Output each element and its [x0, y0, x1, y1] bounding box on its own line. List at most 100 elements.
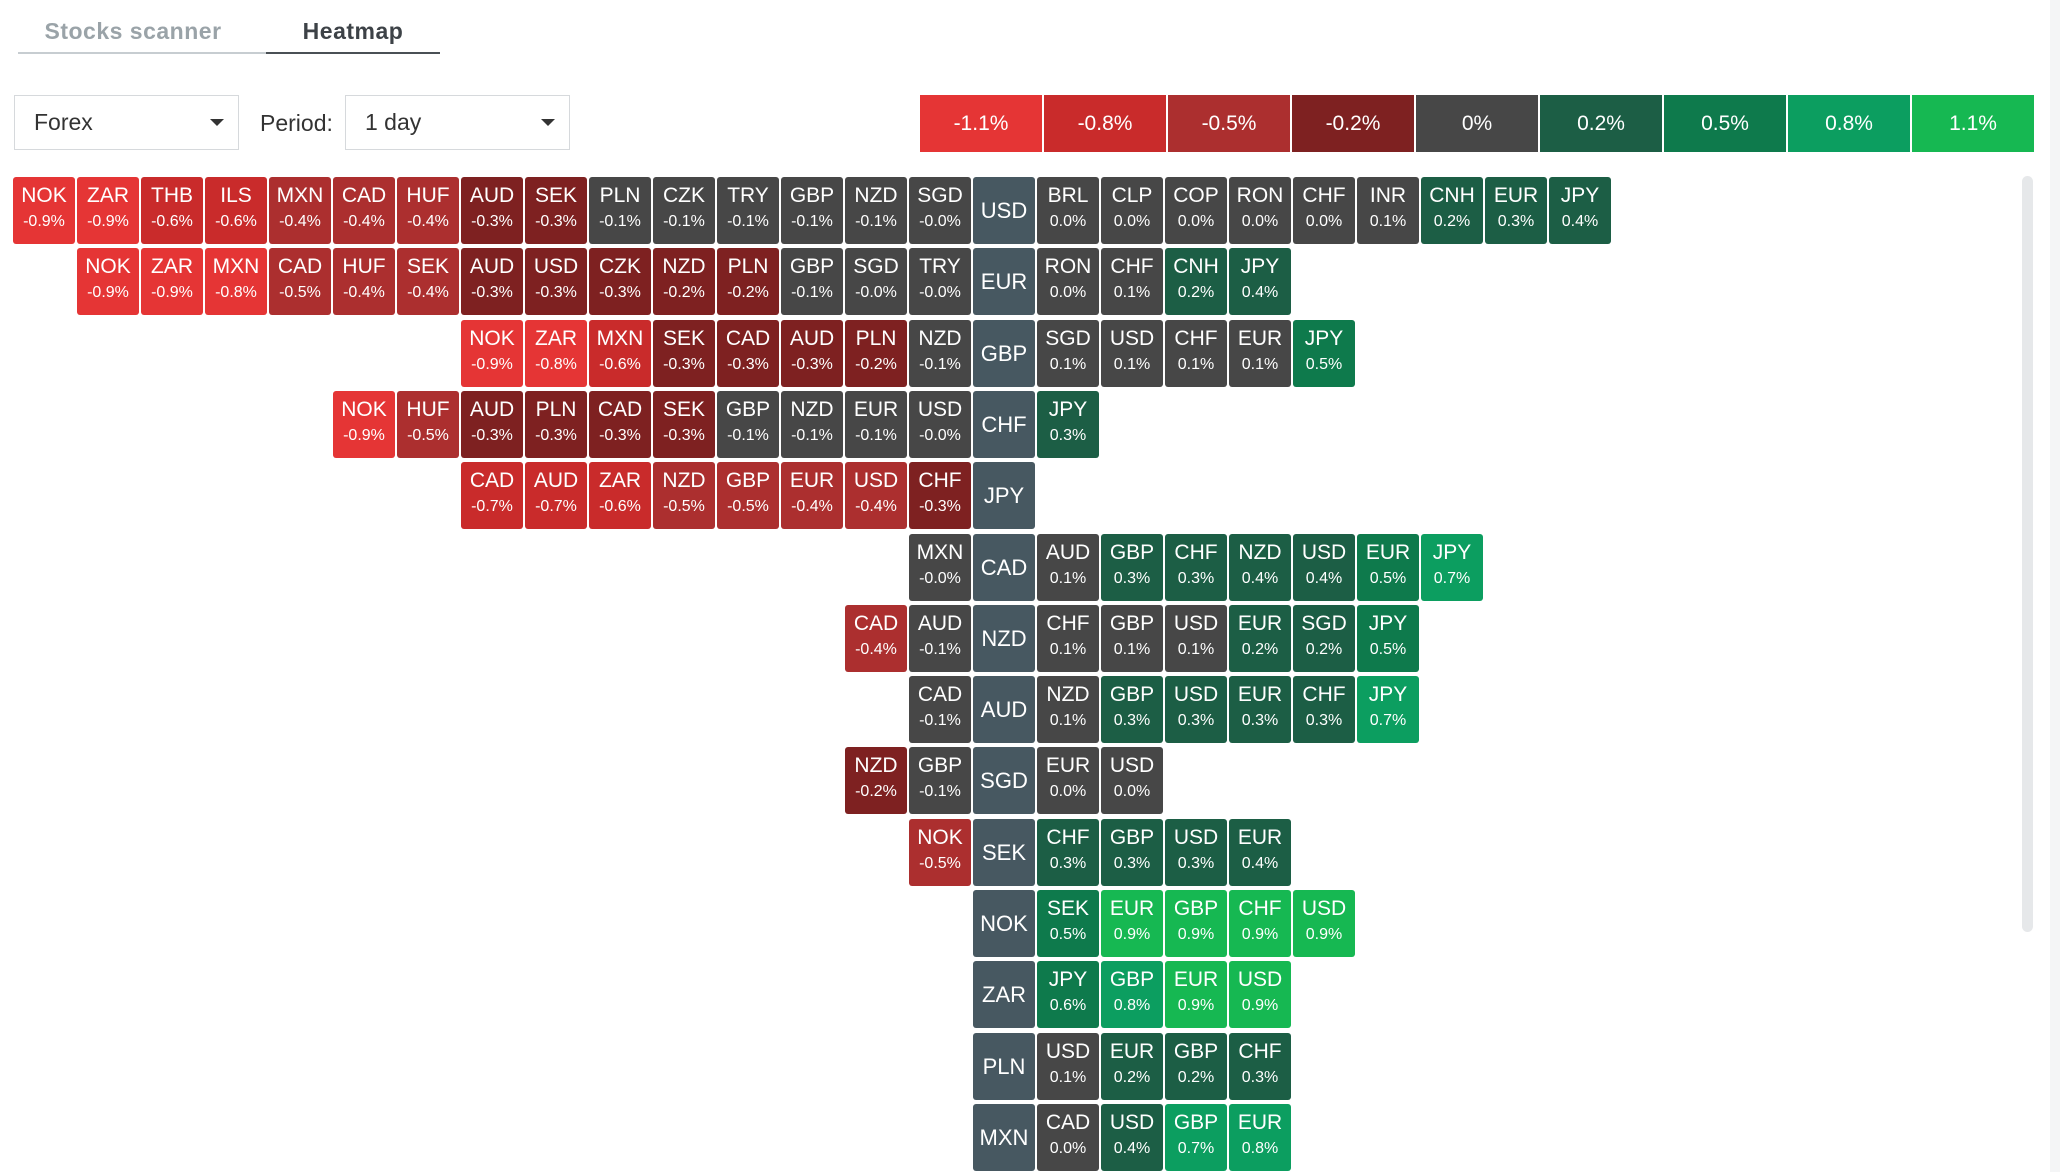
heatmap-cell[interactable]: SEK -0.4% — [397, 248, 459, 315]
heatmap-cell[interactable]: AUD -0.3% — [461, 177, 523, 244]
heatmap-scrollbar[interactable] — [2022, 176, 2033, 932]
base-currency-aud[interactable]: AUD — [973, 676, 1035, 743]
heatmap-cell[interactable]: JPY 0.4% — [1229, 248, 1291, 315]
heatmap-cell[interactable]: ZAR -0.9% — [77, 177, 139, 244]
heatmap-cell[interactable]: USD 0.3% — [1165, 676, 1227, 743]
heatmap-cell[interactable]: EUR 0.8% — [1229, 1104, 1291, 1171]
heatmap-cell[interactable]: NZD -0.2% — [845, 747, 907, 814]
heatmap-cell[interactable]: NOK -0.9% — [333, 391, 395, 458]
heatmap-cell[interactable]: EUR -0.1% — [845, 391, 907, 458]
heatmap-cell[interactable]: USD 0.9% — [1229, 961, 1291, 1028]
heatmap-cell[interactable]: NOK -0.9% — [13, 177, 75, 244]
heatmap-cell[interactable]: INR 0.1% — [1357, 177, 1419, 244]
heatmap-cell[interactable]: EUR 0.3% — [1229, 676, 1291, 743]
base-currency-eur[interactable]: EUR — [973, 248, 1035, 315]
heatmap-cell[interactable]: CHF 0.1% — [1165, 320, 1227, 387]
heatmap-cell[interactable]: GBP 0.7% — [1165, 1104, 1227, 1171]
heatmap-cell[interactable]: EUR 0.2% — [1229, 605, 1291, 672]
heatmap-cell[interactable]: MXN -0.0% — [909, 534, 971, 601]
heatmap-cell[interactable]: GBP -0.1% — [717, 391, 779, 458]
heatmap-cell[interactable]: JPY 0.4% — [1549, 177, 1611, 244]
heatmap-cell[interactable]: NOK -0.9% — [461, 320, 523, 387]
heatmap-cell[interactable]: CZK -0.1% — [653, 177, 715, 244]
market-select[interactable]: Forex — [14, 95, 239, 150]
heatmap-cell[interactable]: NZD -0.2% — [653, 248, 715, 315]
heatmap-cell[interactable]: JPY 0.5% — [1357, 605, 1419, 672]
heatmap-cell[interactable]: CAD -0.7% — [461, 462, 523, 529]
heatmap-cell[interactable]: CHF 0.0% — [1293, 177, 1355, 244]
heatmap-cell[interactable]: RON 0.0% — [1229, 177, 1291, 244]
heatmap-cell[interactable]: JPY 0.7% — [1421, 534, 1483, 601]
heatmap-cell[interactable]: ZAR -0.9% — [141, 248, 203, 315]
heatmap-cell[interactable]: AUD -0.1% — [909, 605, 971, 672]
heatmap-cell[interactable]: AUD -0.3% — [461, 248, 523, 315]
heatmap-cell[interactable]: USD 0.1% — [1165, 605, 1227, 672]
heatmap-cell[interactable]: MXN -0.8% — [205, 248, 267, 315]
heatmap-cell[interactable]: USD -0.3% — [525, 248, 587, 315]
heatmap-cell[interactable]: AUD -0.7% — [525, 462, 587, 529]
heatmap-cell[interactable]: EUR -0.4% — [781, 462, 843, 529]
heatmap-cell[interactable]: RON 0.0% — [1037, 248, 1099, 315]
tab-stocks-scanner[interactable]: Stocks scanner — [44, 18, 222, 44]
heatmap-cell[interactable]: SGD -0.0% — [909, 177, 971, 244]
heatmap-cell[interactable]: GBP -0.1% — [781, 248, 843, 315]
heatmap-cell[interactable]: CAD 0.0% — [1037, 1104, 1099, 1171]
heatmap-cell[interactable]: ILS -0.6% — [205, 177, 267, 244]
heatmap-cell[interactable]: HUF -0.4% — [397, 177, 459, 244]
heatmap-cell[interactable]: USD -0.0% — [909, 391, 971, 458]
heatmap-cell[interactable]: JPY 0.5% — [1293, 320, 1355, 387]
heatmap-cell[interactable]: CHF 0.1% — [1101, 248, 1163, 315]
heatmap-cell[interactable]: PLN -0.3% — [525, 391, 587, 458]
heatmap-cell[interactable]: USD 0.1% — [1101, 320, 1163, 387]
heatmap-cell[interactable]: GBP 0.9% — [1165, 890, 1227, 957]
heatmap-cell[interactable]: CAD -0.5% — [269, 248, 331, 315]
heatmap-cell[interactable]: EUR 0.4% — [1229, 819, 1291, 886]
heatmap-cell[interactable]: NZD -0.1% — [781, 391, 843, 458]
heatmap-cell[interactable]: EUR 0.9% — [1101, 890, 1163, 957]
heatmap-cell[interactable]: CZK -0.3% — [589, 248, 651, 315]
heatmap-cell[interactable]: USD 0.3% — [1165, 819, 1227, 886]
base-currency-nzd[interactable]: NZD — [973, 605, 1035, 672]
heatmap-cell[interactable]: CAD -0.4% — [333, 177, 395, 244]
heatmap-cell[interactable]: PLN -0.2% — [845, 320, 907, 387]
heatmap-cell[interactable]: SEK -0.3% — [653, 391, 715, 458]
heatmap-cell[interactable]: CLP 0.0% — [1101, 177, 1163, 244]
heatmap-cell[interactable]: EUR 0.5% — [1357, 534, 1419, 601]
base-currency-pln[interactable]: PLN — [973, 1033, 1035, 1100]
heatmap-cell[interactable]: USD 0.4% — [1293, 534, 1355, 601]
base-currency-mxn[interactable]: MXN — [973, 1104, 1035, 1171]
heatmap-cell[interactable]: CHF 0.3% — [1165, 534, 1227, 601]
heatmap-cell[interactable]: SEK 0.5% — [1037, 890, 1099, 957]
heatmap-cell[interactable]: USD 0.0% — [1101, 747, 1163, 814]
base-currency-nok[interactable]: NOK — [973, 890, 1035, 957]
heatmap-cell[interactable]: GBP 0.2% — [1165, 1033, 1227, 1100]
heatmap-cell[interactable]: JPY 0.6% — [1037, 961, 1099, 1028]
heatmap-cell[interactable]: CHF 0.9% — [1229, 890, 1291, 957]
heatmap-cell[interactable]: CHF 0.3% — [1037, 819, 1099, 886]
heatmap-cell[interactable]: CHF 0.1% — [1037, 605, 1099, 672]
heatmap-cell[interactable]: AUD -0.3% — [461, 391, 523, 458]
heatmap-cell[interactable]: SGD 0.1% — [1037, 320, 1099, 387]
heatmap-cell[interactable]: NZD -0.5% — [653, 462, 715, 529]
heatmap-cell[interactable]: EUR 0.1% — [1229, 320, 1291, 387]
heatmap-cell[interactable]: PLN -0.1% — [589, 177, 651, 244]
heatmap-cell[interactable]: CNH 0.2% — [1165, 248, 1227, 315]
heatmap-cell[interactable]: JPY 0.3% — [1037, 391, 1099, 458]
base-currency-zar[interactable]: ZAR — [973, 961, 1035, 1028]
heatmap-cell[interactable]: EUR 0.0% — [1037, 747, 1099, 814]
heatmap-cell[interactable]: BRL 0.0% — [1037, 177, 1099, 244]
base-currency-jpy[interactable]: JPY — [973, 462, 1035, 529]
heatmap-cell[interactable]: HUF -0.4% — [333, 248, 395, 315]
heatmap-cell[interactable]: AUD 0.1% — [1037, 534, 1099, 601]
base-currency-usd[interactable]: USD — [973, 177, 1035, 244]
heatmap-cell[interactable]: GBP -0.1% — [909, 747, 971, 814]
base-currency-sgd[interactable]: SGD — [973, 747, 1035, 814]
heatmap-cell[interactable]: THB -0.6% — [141, 177, 203, 244]
heatmap-cell[interactable]: CNH 0.2% — [1421, 177, 1483, 244]
heatmap-cell[interactable]: CAD -0.1% — [909, 676, 971, 743]
heatmap-cell[interactable]: SGD -0.0% — [845, 248, 907, 315]
heatmap-cell[interactable]: GBP 0.3% — [1101, 676, 1163, 743]
heatmap-cell[interactable]: NOK -0.9% — [77, 248, 139, 315]
heatmap-cell[interactable]: CAD -0.3% — [589, 391, 651, 458]
heatmap-cell[interactable]: PLN -0.2% — [717, 248, 779, 315]
